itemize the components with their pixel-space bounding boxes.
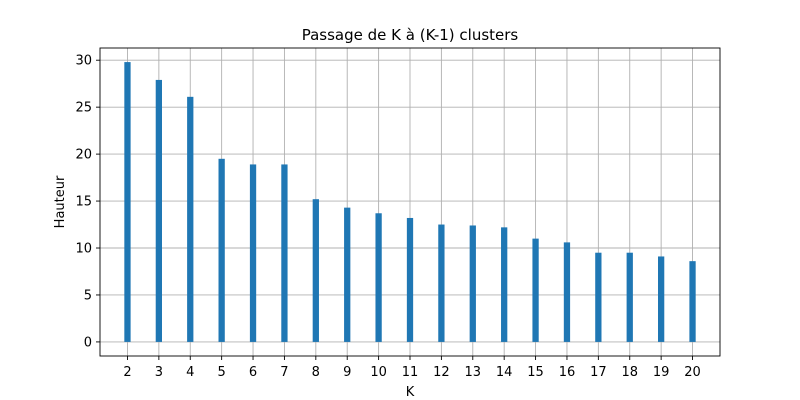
bar-k-12 bbox=[438, 224, 445, 342]
x-tick-label: 2 bbox=[123, 365, 131, 380]
x-tick-label: 16 bbox=[559, 365, 576, 380]
x-tick-label: 14 bbox=[496, 365, 513, 380]
x-tick-label: 7 bbox=[280, 365, 288, 380]
x-tick-label: 11 bbox=[402, 365, 419, 380]
x-tick-label: 13 bbox=[465, 365, 482, 380]
x-tick-label: 19 bbox=[653, 365, 670, 380]
x-axis-label: K bbox=[406, 385, 415, 400]
x-tick-label: 8 bbox=[312, 365, 320, 380]
x-tick-label: 15 bbox=[527, 365, 544, 380]
bar-k-17 bbox=[595, 252, 602, 342]
bar-k-7 bbox=[281, 164, 288, 342]
bar-k-4 bbox=[187, 96, 194, 342]
y-tick-label: 20 bbox=[75, 148, 92, 163]
chart-title: Passage de K à (K-1) clusters bbox=[302, 26, 519, 44]
bars bbox=[124, 62, 696, 342]
x-tick-label: 20 bbox=[684, 365, 701, 380]
bar-k-16 bbox=[563, 242, 571, 342]
y-tick-label: 15 bbox=[75, 195, 92, 210]
bar-k-5 bbox=[218, 158, 225, 342]
bar-k-3 bbox=[155, 79, 162, 342]
bar-k-9 bbox=[344, 207, 351, 342]
x-tick-label: 5 bbox=[218, 365, 226, 380]
x-tick-label: 9 bbox=[343, 365, 351, 380]
bar-k-8 bbox=[312, 199, 319, 342]
bar-k-14 bbox=[501, 227, 508, 342]
y-tick-label: 0 bbox=[84, 335, 92, 350]
bar-k-20 bbox=[689, 261, 696, 342]
y-tick-label: 25 bbox=[75, 101, 92, 116]
bar-k-18 bbox=[626, 252, 633, 342]
x-tick-label: 18 bbox=[621, 365, 638, 380]
bar-k-2 bbox=[124, 62, 131, 342]
x-tick-label: 6 bbox=[249, 365, 257, 380]
bar-k-13 bbox=[469, 225, 476, 342]
x-tick-label: 3 bbox=[155, 365, 163, 380]
bar-k-19 bbox=[658, 256, 665, 342]
bar-k-6 bbox=[249, 164, 257, 342]
y-tick-label: 5 bbox=[84, 288, 92, 303]
y-tick-label: 10 bbox=[75, 242, 92, 257]
bar-k-15 bbox=[532, 238, 539, 342]
y-tick-label: 30 bbox=[75, 54, 92, 69]
bar-k-11 bbox=[406, 217, 414, 342]
bar-k-10 bbox=[375, 213, 382, 342]
x-tick-label: 10 bbox=[370, 365, 387, 380]
y-axis-label: Hauteur bbox=[53, 175, 68, 228]
x-tick-label: 4 bbox=[186, 365, 194, 380]
x-tick-label: 12 bbox=[433, 365, 450, 380]
x-tick-label: 17 bbox=[590, 365, 607, 380]
ticks: 2 3 4 5 6 7 8 9 10 11 12 13 14 15 16 17 18 19 20 0 5 10 15 20 25… bbox=[75, 54, 700, 380]
